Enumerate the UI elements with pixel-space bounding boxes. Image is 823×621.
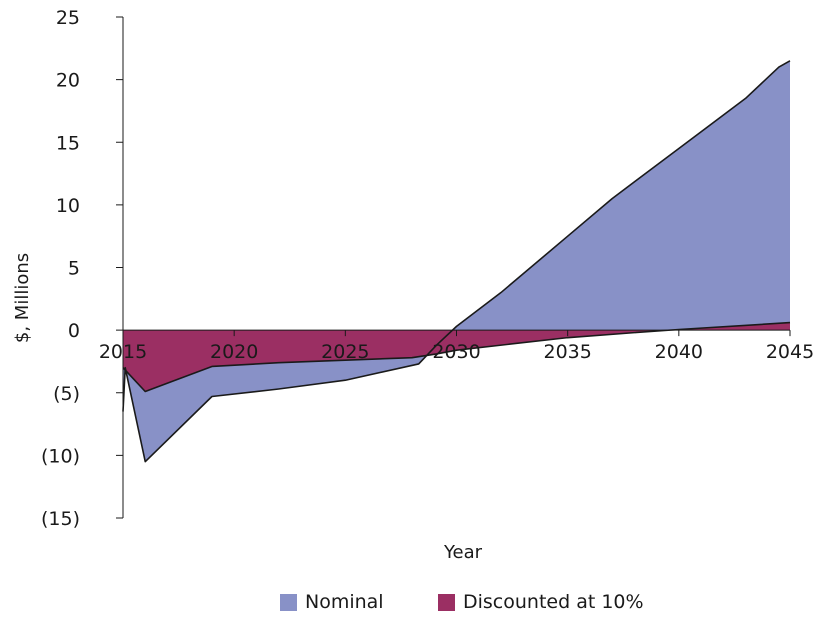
y-tick-label: 25 — [56, 7, 80, 29]
y-tick-label: 5 — [68, 258, 80, 280]
x-tick-label: 2040 — [655, 341, 703, 363]
x-tick-label: 2030 — [432, 341, 480, 363]
x-tick-label: 2035 — [543, 341, 591, 363]
line-nominal — [122, 60, 791, 463]
legend-label-nominal: Nominal — [305, 591, 384, 613]
line-discounted-at-10 — [122, 321, 791, 393]
x-tick-label: 2045 — [766, 341, 814, 363]
y-tick-label: 0 — [68, 320, 80, 342]
legend-swatch-nominal — [280, 593, 297, 611]
x-tick-label: 2020 — [210, 341, 258, 363]
plot-area — [122, 60, 791, 463]
y-tick-label: (5) — [53, 383, 80, 405]
legend-item-nominal: Nominal — [280, 591, 384, 613]
y-tick-label: (15) — [41, 508, 80, 530]
legend-item-discounted: Discounted at 10% — [438, 591, 644, 613]
y-axis-title: $, Millions — [12, 253, 33, 343]
x-tick-label: 2015 — [99, 341, 147, 363]
x-axis-title: Year — [443, 542, 483, 563]
y-tick-label: (10) — [41, 445, 80, 467]
legend: Nominal Discounted at 10% — [0, 591, 823, 621]
x-tick-label: 2025 — [321, 341, 369, 363]
area-discounted-at-10 — [123, 322, 790, 392]
legend-swatch-discounted — [438, 593, 455, 611]
y-tick-label: 20 — [56, 70, 80, 92]
area-nominal — [123, 60, 790, 462]
y-tick-label: 15 — [56, 132, 80, 154]
legend-label-discounted: Discounted at 10% — [463, 591, 644, 613]
y-tick-label: 10 — [56, 195, 80, 217]
